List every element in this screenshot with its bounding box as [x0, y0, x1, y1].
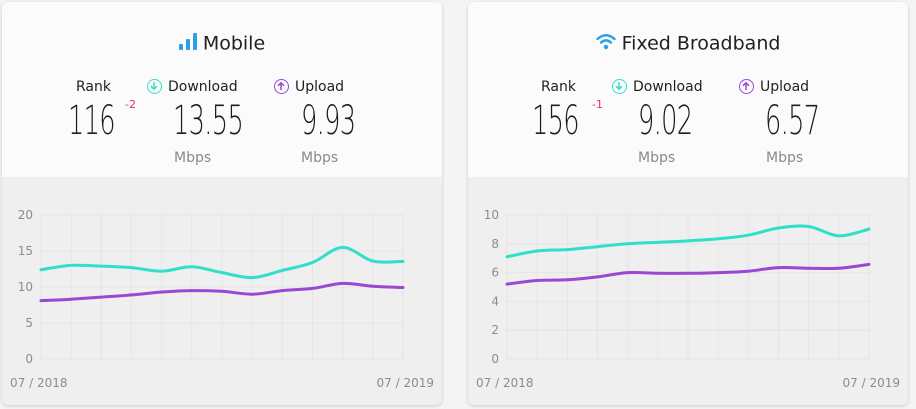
mobile-upload-value: 9.93: [301, 98, 356, 144]
mobile-summary: [2, 2, 442, 177]
fixed-download-unit: Mbps: [638, 150, 676, 166]
fixed-rank-label: Rank: [541, 79, 576, 95]
x-tick-label-start: 07 / 2018: [10, 376, 67, 390]
mobile-rank-label: Rank: [76, 79, 111, 95]
download-arrow-icon: [147, 79, 162, 94]
fixed-rank-value: 156: [532, 98, 580, 144]
fixed-download-label: Download: [612, 79, 703, 95]
fixed-title: Fixed Broadband: [468, 32, 908, 55]
fixed-upload-label: Upload: [739, 79, 809, 95]
y-tick-label: 6: [491, 266, 499, 280]
mobile-upload-text: Upload: [295, 79, 345, 95]
fixed-rank-change: -1: [592, 98, 603, 111]
y-tick-label: 4: [491, 294, 499, 308]
fixed-upload-unit: Mbps: [766, 150, 804, 166]
fixed-upload-text: Upload: [760, 79, 810, 95]
download-arrow-icon: [612, 79, 627, 94]
fixed-download-text: Download: [633, 79, 703, 95]
mobile-rank-value: 116: [68, 98, 116, 144]
mobile-download-unit: Mbps: [174, 150, 212, 166]
y-tick-label: 8: [491, 237, 499, 251]
fixed-upload-value: 6.57: [765, 98, 820, 144]
mobile-speed-chart: 0 5 10 15 20 07 / 2018 07 / 2019: [10, 208, 434, 390]
y-tick-label: 0: [491, 352, 499, 366]
mobile-title: Mobile: [2, 32, 442, 55]
mobile-title-text: Mobile: [202, 32, 266, 55]
fixed-title-text: Fixed Broadband: [621, 32, 781, 55]
y-tick-label: 2: [491, 323, 499, 337]
fixed-download-value: 9.02: [638, 98, 693, 144]
y-tick-label: 10: [484, 208, 499, 222]
y-tick-label: 0: [25, 352, 33, 366]
x-tick-label-start: 07 / 2018: [476, 376, 533, 390]
fixed-summary: [468, 2, 908, 177]
upload-arrow-icon: [274, 79, 289, 94]
wifi-icon: [595, 33, 616, 55]
mobile-upload-unit: Mbps: [301, 150, 339, 166]
y-tick-label: 5: [25, 316, 33, 330]
x-tick-label-end: 07 / 2019: [377, 376, 434, 390]
y-tick-label: 20: [18, 208, 33, 222]
mobile-upload-label: Upload: [274, 79, 344, 95]
upload-series-line: [39, 281, 405, 303]
x-tick-label-end: 07 / 2019: [843, 376, 900, 390]
mobile-download-text: Download: [168, 79, 238, 95]
upload-series-line: [505, 262, 871, 286]
y-tick-label: 15: [18, 244, 33, 258]
download-series-line: [505, 224, 871, 259]
upload-arrow-icon: [739, 79, 754, 94]
y-tick-label: 10: [18, 280, 33, 294]
mobile-download-label: Download: [147, 79, 238, 95]
download-series-line: [39, 245, 405, 280]
fixed-speed-chart: 0 2 4 6 8 10 07 / 2018 07 / 2019: [476, 208, 900, 390]
mobile-card: Mobile Rank Download Upload 116 -2 13.55…: [2, 2, 442, 405]
mobile-download-value: 13.55: [173, 98, 244, 144]
signal-bars-icon: [178, 32, 197, 55]
mobile-rank-change: -2: [125, 98, 136, 111]
fixed-broadband-card: Fixed Broadband Rank Download Upload 156…: [468, 2, 908, 405]
